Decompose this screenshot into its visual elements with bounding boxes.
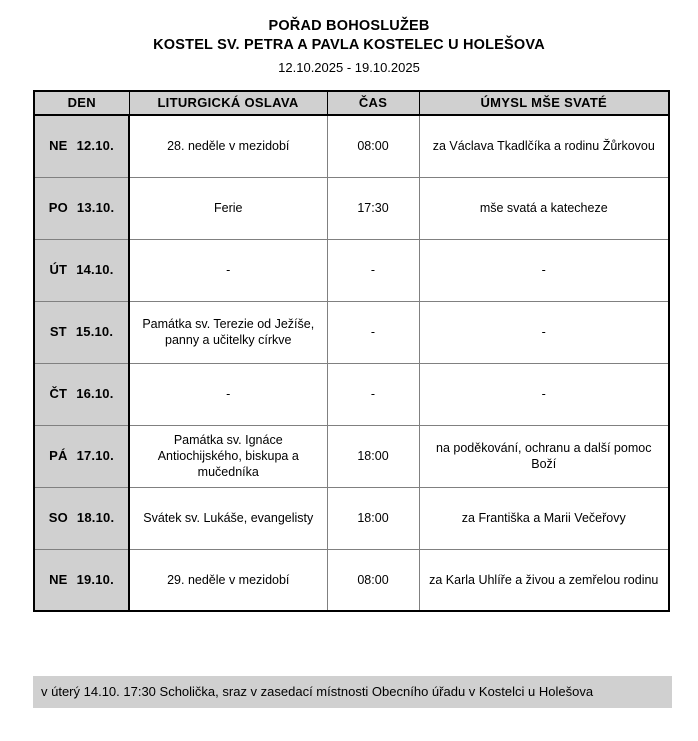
cell-day: SO 18.10. [34, 487, 130, 550]
cell-day: NE 19.10. [34, 549, 130, 611]
day-date: 14.10. [76, 262, 114, 277]
cell-time: 08:00 [327, 549, 420, 611]
date-range: 12.10.2025 - 19.10.2025 [278, 60, 420, 75]
column-header-time: ČAS [327, 91, 420, 116]
cell-intention: na poděkování, ochranu a další pomoc Bož… [419, 425, 669, 488]
cell-day: PO 13.10. [34, 177, 130, 240]
cell-time: 18:00 [327, 425, 420, 488]
day-date: 16.10. [76, 386, 114, 401]
footer-note: v úterý 14.10. 17:30 Scholička, sraz v z… [33, 676, 672, 708]
cell-time: 08:00 [327, 115, 420, 178]
table-header-row: DEN LITURGICKÁ OSLAVA ČAS ÚMYSL MŠE SVAT… [34, 91, 669, 116]
cell-time: 18:00 [327, 487, 420, 550]
table-row: PÁ 17.10. Památka sv. Ignáce Antiochijské… [34, 425, 669, 488]
column-header-liturgy: LITURGICKÁ OSLAVA [129, 91, 328, 116]
cell-liturgy: Svátek sv. Lukáše, evangelisty [129, 487, 328, 550]
cell-intention: za Karla Uhlíře a živou a zemřelou rodin… [419, 549, 669, 611]
cell-liturgy: Památka sv. Ignáce Antiochijského, bisku… [129, 425, 328, 488]
cell-intention: - [419, 363, 669, 426]
cell-intention: mše svatá a katecheze [419, 177, 669, 240]
cell-liturgy: Památka sv. Terezie od Ježíše, panny a u… [129, 301, 328, 364]
table-row: ÚT 14.10. - - - [34, 239, 669, 302]
table-row: NE 19.10. 29. neděle v mezidobí 08:00 za … [34, 549, 669, 611]
cell-day: ST 15.10. [34, 301, 130, 364]
table-row: ST 15.10. Památka sv. Terezie od Ježíše, … [34, 301, 669, 364]
schedule-table: DEN LITURGICKÁ OSLAVA ČAS ÚMYSL MŠE SVAT… [33, 90, 670, 612]
cell-intention: za Václava Tkadlčíka a rodinu Žůrkovou [419, 115, 669, 178]
cell-day: ČT 16.10. [34, 363, 130, 426]
day-abbreviation: ST [49, 324, 67, 339]
day-abbreviation: NE [49, 138, 68, 154]
day-abbreviation: PO [48, 200, 68, 215]
document-heading: POŘAD BOHOSLUŽEB KOSTEL SV. PETRA A PAVL… [0, 0, 698, 78]
day-abbreviation: ČT [49, 386, 68, 401]
table-row: PO 13.10. Ferie 17:30 mše svatá a kateche… [34, 177, 669, 240]
cell-time: - [327, 363, 420, 426]
column-header-intention: ÚMYSL MŠE SVATÉ [419, 91, 669, 116]
page-title-line-2: KOSTEL SV. PETRA A PAVLA KOSTELEC U HOLE… [153, 37, 545, 53]
cell-liturgy: 29. neděle v mezidobí [129, 549, 328, 611]
day-abbreviation: ÚT [49, 262, 68, 277]
cell-intention: - [419, 301, 669, 364]
cell-liturgy: - [129, 363, 328, 426]
cell-time: 17:30 [327, 177, 420, 240]
table-row: SO 18.10. Svátek sv. Lukáše, evangelisty … [34, 487, 669, 550]
cell-intention: - [419, 239, 669, 302]
table-row: NE 12.10. 28. neděle v mezidobí 08:00 za … [34, 115, 669, 178]
day-abbreviation: SO [48, 510, 68, 525]
table-body: NE 12.10. 28. neděle v mezidobí 08:00 za … [34, 115, 669, 611]
day-abbreviation: PÁ [49, 448, 68, 463]
cell-liturgy: 28. neděle v mezidobí [129, 115, 328, 178]
cell-time: - [327, 239, 420, 302]
day-date: 19.10. [76, 571, 114, 587]
schedule-table-container: DEN LITURGICKÁ OSLAVA ČAS ÚMYSL MŠE SVAT… [33, 90, 670, 612]
day-date: 15.10. [75, 324, 114, 339]
table-row: ČT 16.10. - - - [34, 363, 669, 426]
cell-day: NE 12.10. [34, 115, 130, 178]
cell-liturgy: Ferie [129, 177, 328, 240]
cell-time: - [327, 301, 420, 364]
cell-liturgy: - [129, 239, 328, 302]
page-title-line-1: POŘAD BOHOSLUŽEB [268, 18, 430, 34]
day-abbreviation: NE [49, 571, 68, 587]
day-date: 12.10. [76, 138, 114, 154]
day-date: 13.10. [76, 200, 115, 215]
cell-intention: za Františka a Marii Večeřovy [419, 487, 669, 550]
cell-day: ÚT 14.10. [34, 239, 130, 302]
day-date: 17.10. [76, 448, 114, 463]
cell-day: PÁ 17.10. [34, 425, 130, 488]
day-date: 18.10. [76, 510, 115, 525]
table-header: DEN LITURGICKÁ OSLAVA ČAS ÚMYSL MŠE SVAT… [34, 91, 669, 116]
column-header-day: DEN [34, 91, 130, 116]
